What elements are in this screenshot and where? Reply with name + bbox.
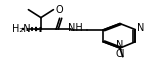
Text: NH: NH [68, 22, 83, 32]
Text: H₂N: H₂N [12, 24, 31, 34]
Text: N: N [116, 40, 124, 50]
Text: N: N [137, 23, 144, 33]
Text: O: O [56, 5, 64, 15]
Text: Cl: Cl [115, 49, 125, 59]
